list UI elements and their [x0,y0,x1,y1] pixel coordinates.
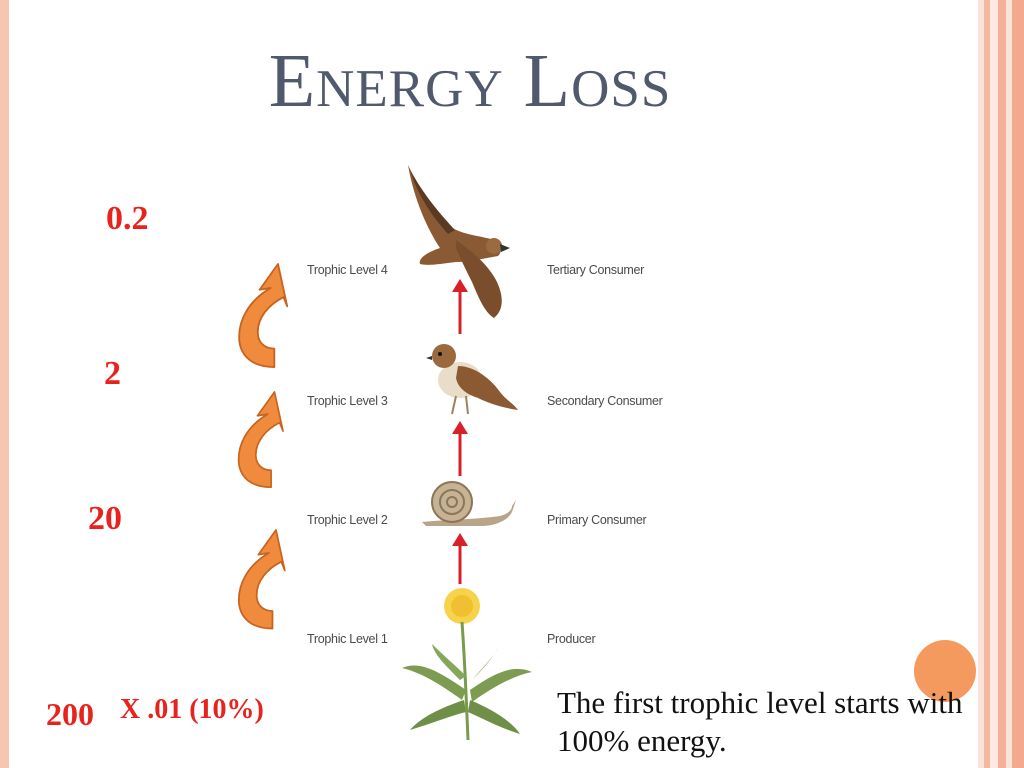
trophic-level-3-role: Secondary Consumer [547,394,663,408]
flow-arrow-3-to-4 [452,279,468,334]
sparrow-icon [426,344,518,415]
energy-value-level-2: 20 [88,500,122,537]
dandelion-icon [402,588,532,741]
trophic-level-4-label: Trophic Level 4 [307,263,388,277]
slide-frame-right [978,0,1024,768]
trophic-level-1-role: Producer [547,632,596,646]
slide-frame-left [0,0,9,768]
energy-formula: X .01 (10%) [120,694,264,725]
trophic-level-4-role: Tertiary Consumer [547,263,645,277]
flow-arrow-1-to-2 [452,533,468,584]
slide-title: Energy Loss [268,39,672,123]
energy-value-level-1: 200 [46,696,94,732]
trophic-level-1-label: Trophic Level 1 [307,632,388,646]
snail-icon [422,481,516,526]
hawk-icon [408,165,510,318]
energy-value-level-3: 2 [104,355,121,392]
note-text: The first trophic level starts with 100%… [557,685,963,758]
accent-dot [914,640,976,702]
trophic-level-2-role: Primary Consumer [547,513,647,527]
trophic-level-2-label: Trophic Level 2 [307,513,388,527]
trophic-level-3-label: Trophic Level 3 [307,394,388,408]
flow-arrow-2-to-3 [452,421,468,476]
energy-value-level-4: 0.2 [106,200,149,237]
